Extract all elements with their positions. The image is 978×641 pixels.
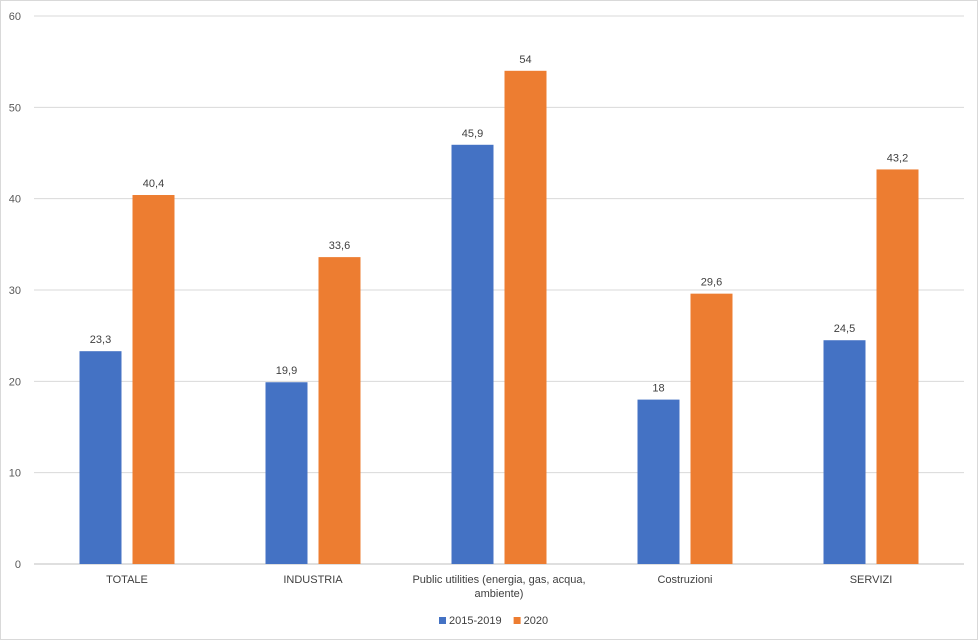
legend-label: 2020 — [524, 615, 548, 627]
x-category-label: ambiente) — [475, 588, 524, 600]
data-labels: 23,3 19,9 45,9 18 24,5 40,4 33,6 54 29,6 43,2 — [90, 54, 908, 395]
x-category-label: INDUSTRIA — [283, 574, 343, 586]
bar-series2 — [690, 293, 733, 564]
bar-series1 — [451, 144, 494, 564]
legend-swatch — [513, 617, 521, 624]
data-label: 23,3 — [90, 334, 111, 346]
bar-series2 — [132, 195, 175, 564]
y-tick-label: 40 — [9, 194, 21, 206]
bar-series1 — [79, 351, 122, 564]
gridlines — [34, 15, 964, 565]
bars — [79, 70, 919, 565]
data-label: 33,6 — [329, 240, 350, 252]
data-label: 18 — [652, 383, 664, 395]
data-label: 43,2 — [887, 152, 908, 164]
bar-series1 — [823, 340, 866, 564]
bar-series1 — [265, 382, 308, 564]
y-tick-label: 0 — [15, 559, 21, 571]
legend-label: 2015-2019 — [449, 615, 502, 627]
data-label: 45,9 — [462, 128, 483, 140]
data-label: 29,6 — [701, 277, 722, 289]
y-tick-label: 50 — [9, 102, 21, 114]
x-category-label: Costruzioni — [657, 574, 712, 586]
x-category-label: SERVIZI — [850, 574, 893, 586]
bar-series2 — [504, 70, 547, 565]
legend-swatch — [439, 617, 446, 624]
y-tick-label: 30 — [9, 285, 21, 297]
bar-series1 — [637, 399, 680, 564]
bar-series2 — [318, 257, 361, 564]
x-category-label: TOTALE — [106, 574, 148, 586]
y-axis-ticks: 0 10 20 30 40 50 60 — [9, 11, 21, 571]
x-axis-categories: TOTALE INDUSTRIA Public utilities (energia… — [106, 574, 892, 600]
y-tick-label: 20 — [9, 376, 21, 388]
data-label: 19,9 — [276, 365, 297, 377]
legend: 2015-2019 2020 — [439, 615, 548, 627]
bar-series2 — [876, 169, 919, 564]
data-label: 40,4 — [143, 178, 164, 190]
x-category-label: Public utilities (energia, gas, acqua, — [412, 574, 585, 586]
data-label: 54 — [519, 54, 531, 66]
y-tick-label: 10 — [9, 468, 21, 480]
data-label: 24,5 — [834, 323, 855, 335]
y-tick-label: 60 — [9, 11, 21, 23]
